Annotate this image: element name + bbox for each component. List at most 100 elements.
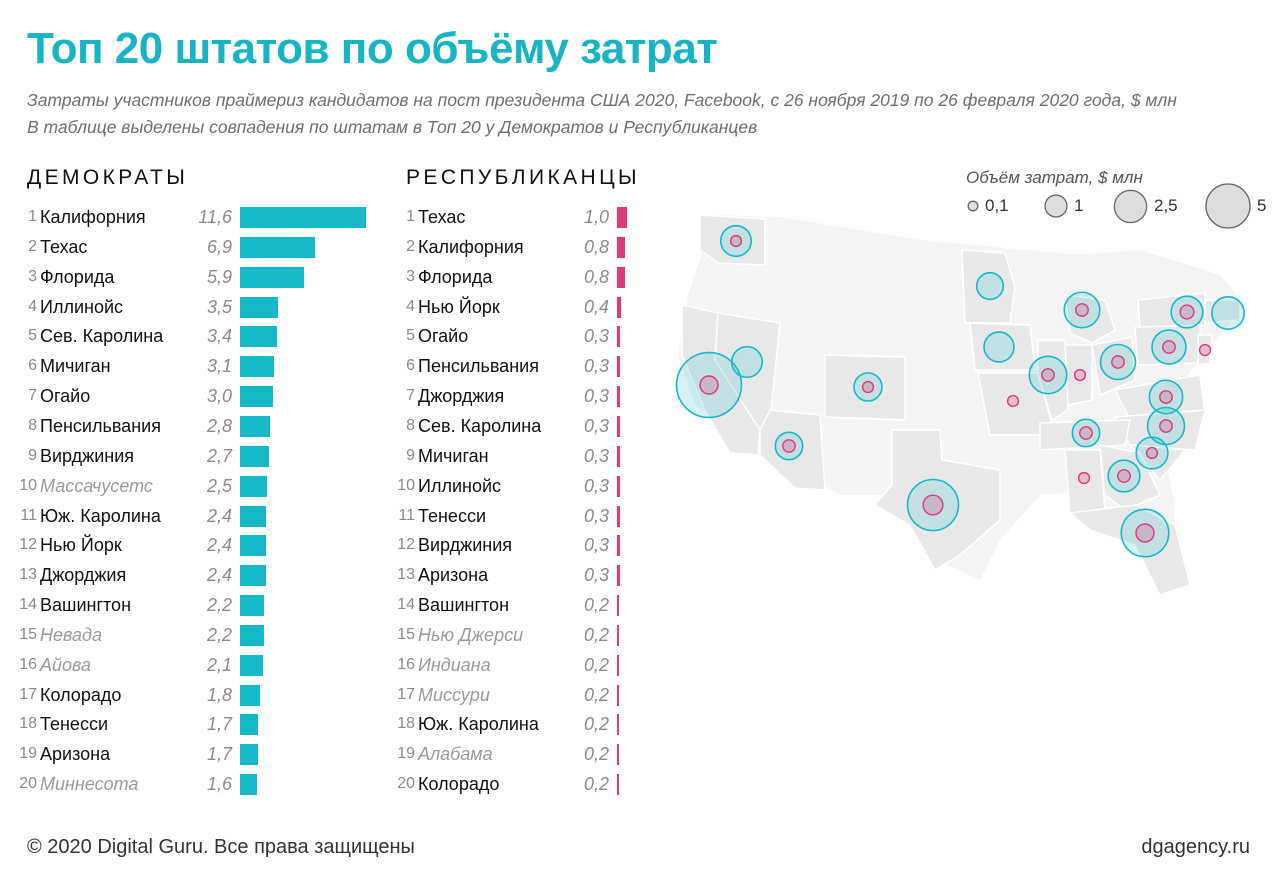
rep-bubble xyxy=(1041,368,1055,382)
value-label: 0,2 xyxy=(583,744,609,765)
rep-bubble xyxy=(1111,355,1125,369)
bar xyxy=(240,654,263,676)
state-name: Мичиган xyxy=(418,445,489,466)
rep-bubble xyxy=(1162,340,1176,354)
state-name: Юж. Каролина xyxy=(40,505,161,526)
rank: 8 xyxy=(28,416,37,434)
rank: 15 xyxy=(397,625,415,643)
bar xyxy=(617,326,620,348)
rep-bubble xyxy=(1159,419,1173,433)
dem-row-19: 19 Аризона 1,7 xyxy=(15,739,395,769)
legend-title: Объём затрат, $ млн xyxy=(966,168,1143,187)
rank: 10 xyxy=(397,476,415,494)
dem-bubble xyxy=(719,224,753,258)
legend-circle xyxy=(1044,194,1068,218)
state-name: Нью Джерси xyxy=(418,624,524,645)
legend-label: 2,5 xyxy=(1154,196,1178,215)
dem-bubble xyxy=(906,478,960,532)
rep-bubble xyxy=(1006,394,1020,408)
legend-label: 0,1 xyxy=(985,196,1009,215)
rank: 3 xyxy=(28,267,37,285)
value-label: 0,3 xyxy=(583,415,609,436)
legend-label: 1 xyxy=(1074,196,1084,215)
rank: 6 xyxy=(406,357,415,375)
rep-section-title: РЕСПУБЛИКАНЦЫ xyxy=(406,166,640,189)
value-label: 3,4 xyxy=(206,326,232,347)
dem-row-16: 16 Айова 2,1 xyxy=(15,650,395,680)
rank: 9 xyxy=(28,446,37,464)
dem-row-4: 4 Иллинойс 3,5 xyxy=(15,292,395,322)
rep-bubble xyxy=(1135,523,1155,543)
dem-row-1: 1 Калифорния 11,6 xyxy=(15,202,395,232)
rank: 15 xyxy=(19,625,37,643)
copyright: © 2020 Digital Guru. Все права защищены xyxy=(27,836,415,858)
rank: 11 xyxy=(20,506,37,524)
bar xyxy=(240,505,267,527)
state-name: Вашингтон xyxy=(40,595,132,616)
state-name: Индиана xyxy=(418,654,491,675)
value-label: 1,0 xyxy=(583,207,609,227)
page-title: Топ 20 штатов по объёму затрат xyxy=(27,24,718,73)
rep-row-16: 16 Индиана 0,2 xyxy=(393,650,773,680)
bar xyxy=(240,445,270,467)
dem-bubble xyxy=(1151,329,1187,365)
state-name: Юж. Каролина xyxy=(418,714,539,735)
dem-row-3: 3 Флорида 5,9 xyxy=(15,262,395,292)
state-arizona xyxy=(759,409,826,491)
bar xyxy=(240,356,274,378)
state-colorado xyxy=(824,354,906,421)
bar xyxy=(240,684,260,706)
dem-row-10: 10 Массачусетс 2,5 xyxy=(15,471,395,501)
dem-bubble xyxy=(1107,459,1141,493)
value-label: 0,8 xyxy=(583,236,609,257)
state-name: Миссури xyxy=(418,684,490,705)
bar xyxy=(617,415,620,437)
bar xyxy=(617,595,619,617)
site-link[interactable]: dgagency.ru xyxy=(1141,836,1250,858)
value-label: 2,4 xyxy=(206,505,232,526)
value-label: 3,1 xyxy=(206,356,232,377)
bar xyxy=(617,684,619,706)
state-name: Колорадо xyxy=(418,774,500,795)
dem-bubble xyxy=(1063,291,1101,329)
dem-bubble xyxy=(1148,379,1184,415)
bar xyxy=(617,535,620,557)
value-label: 0,2 xyxy=(583,654,609,675)
state-name: Иллинойс xyxy=(418,475,502,496)
rank: 20 xyxy=(19,775,37,793)
dem-bubble xyxy=(853,372,883,402)
state-name: Иллинойс xyxy=(40,296,124,317)
state-name: Калифорния xyxy=(40,207,146,227)
rep-row-5: 5 Огайо 0,3 xyxy=(393,321,773,351)
dem-bubble xyxy=(1071,418,1101,448)
dem-row-6: 6 Мичиган 3,1 xyxy=(15,351,395,381)
rep-row-11: 11 Тенесси 0,3 xyxy=(393,501,773,531)
bar xyxy=(240,565,267,587)
value-label: 2,5 xyxy=(206,475,232,496)
rank: 14 xyxy=(397,596,415,614)
value-label: 2,7 xyxy=(206,445,232,466)
dem-bubble xyxy=(730,345,764,379)
value-label: 11,6 xyxy=(198,207,232,227)
rank: 2 xyxy=(406,237,415,255)
state-name: Колорадо xyxy=(40,684,122,705)
bar xyxy=(240,207,366,228)
rep-bubble xyxy=(1073,368,1087,382)
dem-bubble xyxy=(1170,295,1204,329)
rank: 18 xyxy=(19,715,37,733)
bar xyxy=(617,565,620,587)
state-michigan xyxy=(1064,294,1116,344)
bar xyxy=(240,714,259,736)
state-name: Мичиган xyxy=(40,356,111,377)
map-circles xyxy=(675,224,1245,558)
us-map xyxy=(675,214,1245,596)
bar xyxy=(617,774,619,796)
value-label: 0,3 xyxy=(583,386,609,407)
state-name: Аризона xyxy=(418,565,489,586)
state-tennessee xyxy=(1039,419,1131,451)
value-label: 0,8 xyxy=(583,266,609,287)
us-map-states xyxy=(681,214,1241,596)
rank: 17 xyxy=(19,685,37,703)
rep-bubble xyxy=(1145,446,1159,460)
rep-bubble xyxy=(1159,390,1173,404)
